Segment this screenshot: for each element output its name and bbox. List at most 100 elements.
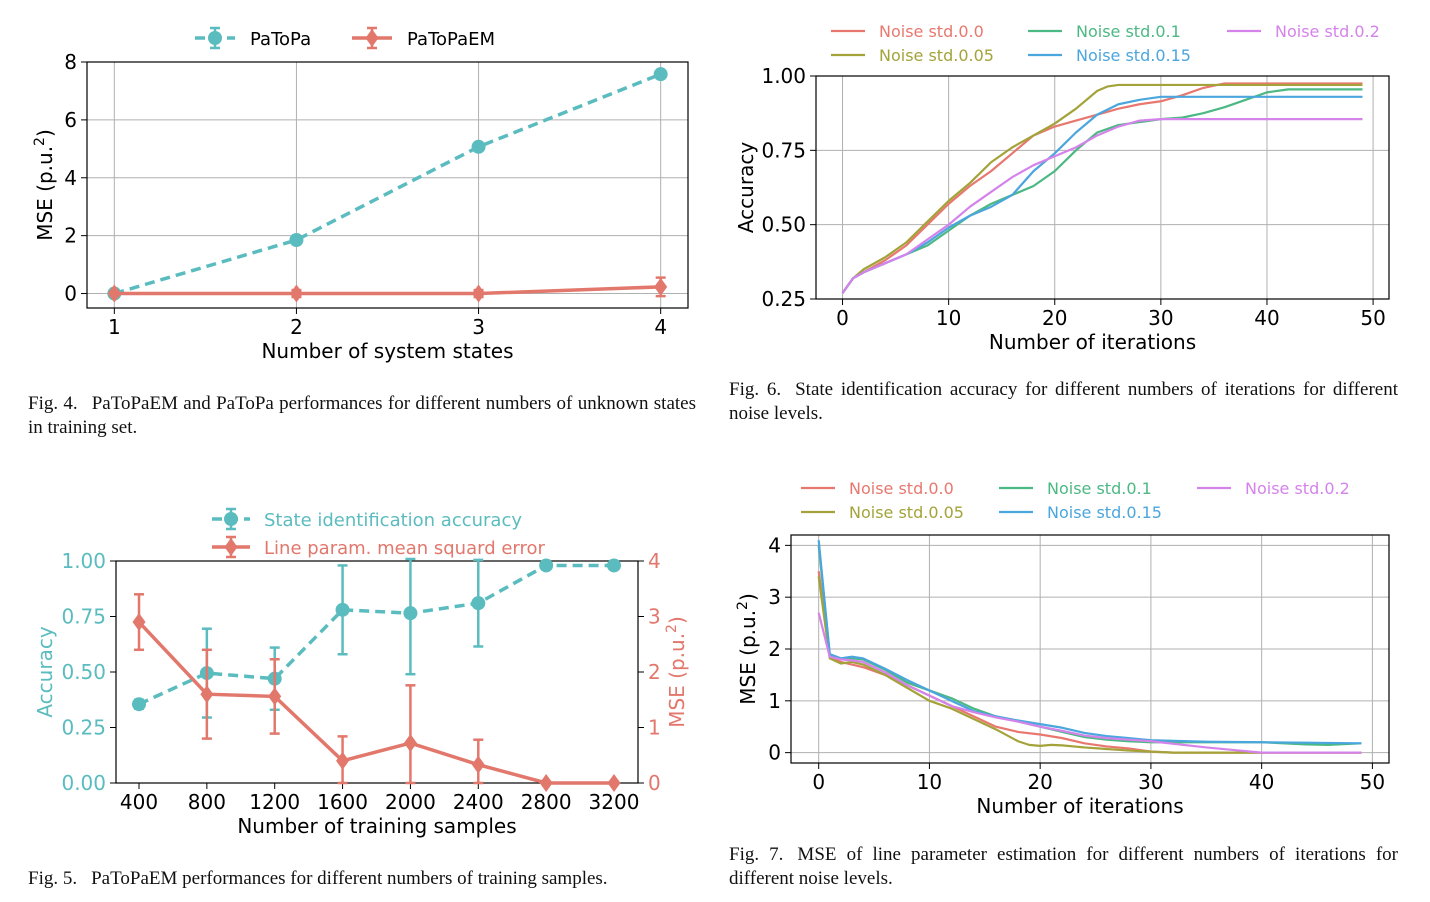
fig4-caption-number: Fig. 4. <box>28 393 78 414</box>
fig5-y-right-tick-label: 0 <box>648 771 661 795</box>
fig6-caption: Fig. 6. State identification accuracy for… <box>729 378 1398 426</box>
fig5-data-point <box>539 774 553 792</box>
fig5-y-right-tick-label: 1 <box>648 716 661 740</box>
fig5-data-point <box>471 755 485 774</box>
fig4-data-point <box>472 284 486 303</box>
fig5-y-tick-label: 0.50 <box>61 660 106 684</box>
fig5-data-point <box>403 606 418 621</box>
fig4-y-tick-label: 8 <box>64 50 77 74</box>
fig5-y-axis-label: Accuracy <box>33 626 57 717</box>
fig7-x-tick-label: 10 <box>917 770 942 794</box>
fig5-series-accuracy <box>132 557 621 719</box>
fig5-x-axis-label: Number of training samples <box>237 814 516 838</box>
fig4-legend-label: PaToPaEM <box>407 29 495 50</box>
fig6-x-tick-label: 10 <box>936 306 961 330</box>
fig6-plot-frame <box>815 75 1390 300</box>
fig7-x-tick-label: 0 <box>812 770 825 794</box>
fig7-y-tick-label: 0 <box>768 741 781 765</box>
fig5-data-point <box>132 697 146 712</box>
fig5-data-point <box>471 596 486 611</box>
fig6-chart: 0 10 20 30 40 50 0.25 0.50 0.75 1.00 Number of ite… <box>734 22 1390 354</box>
fig6-legend-label: Noise std.0.0 <box>879 22 984 41</box>
fig6-series-ns005 <box>841 83 1363 294</box>
fig5-y-tick-label: 0.75 <box>61 605 106 629</box>
fig7-series-ns0 <box>817 571 1362 754</box>
fig5-data-point <box>336 751 350 770</box>
fig5-x-tick-label: 2000 <box>385 790 436 814</box>
fig6-y-axis-label: Accuracy <box>734 142 758 233</box>
fig7-y-tick-label: 4 <box>768 533 781 557</box>
fig7-x-tick-label: 30 <box>1138 770 1163 794</box>
fig6-legend-item: Noise std.0.2 <box>1227 22 1380 41</box>
fig7-legend-item: Noise std.0.05 <box>801 503 964 522</box>
fig6-caption-number: Fig. 6. <box>729 379 782 400</box>
fig6-legend-label: Noise std.0.2 <box>1275 22 1380 41</box>
fig6-x-tick-label: 0 <box>836 306 849 330</box>
fig5-y-right-tick-label: 3 <box>648 605 661 629</box>
fig5-y-tick-label: 0.25 <box>61 716 106 740</box>
fig4-chart: 1 2 3 4 0 2 4 6 8 Number of system states MSE (p.u… <box>32 26 689 363</box>
fig6-legend-item: Noise std.0.05 <box>831 46 994 65</box>
fig4-legend-label: PaToPa <box>250 29 311 50</box>
fig6-legend-item: Noise std.0.15 <box>1028 46 1191 65</box>
fig7-legend-item: Noise std.0.2 <box>1197 479 1350 498</box>
fig7-legend-label: Noise std.0.0 <box>849 479 954 498</box>
fig7-caption: Fig. 7. MSE of line parameter estimation … <box>729 843 1398 891</box>
fig6-x-axis-label: Number of iterations <box>989 330 1196 354</box>
fig6-x-tick-label: 30 <box>1148 306 1173 330</box>
fig7-y-tick-label: 1 <box>768 689 781 713</box>
fig7-series-ns02 <box>817 612 1362 754</box>
fig5-data-point <box>403 734 417 753</box>
fig5-data-point <box>268 687 282 706</box>
fig6-legend-label: Noise std.0.1 <box>1076 22 1181 41</box>
fig7-y-axis-label: MSE (p.u.2) <box>735 593 760 705</box>
fig5-data-point <box>335 602 350 617</box>
fig5-caption-text: PaToPaEM performances for different numb… <box>91 868 608 889</box>
fig4-data-point <box>107 284 121 303</box>
fig4-plot-frame <box>86 61 689 309</box>
fig5-data-point <box>607 774 621 792</box>
fig4-series-patopa <box>107 67 668 301</box>
fig7-x-tick-label: 40 <box>1249 770 1274 794</box>
fig5-data-point <box>200 685 214 704</box>
fig4-y-tick-label: 6 <box>64 108 77 132</box>
fig6-y-tick-label: 1.00 <box>761 64 806 88</box>
fig7-x-tick-label: 20 <box>1027 770 1052 794</box>
fig7-caption-number: Fig. 7. <box>729 844 784 865</box>
fig6-series-ns0 <box>841 82 1363 294</box>
fig4-data-point <box>289 232 304 247</box>
fig7-plot-frame <box>790 534 1390 764</box>
fig5-legend-marker <box>224 538 238 556</box>
fig5-x-tick-label: 800 <box>188 790 226 814</box>
fig5-y-right-axis-label: MSE (p.u.2) <box>664 616 689 728</box>
fig4-series-line <box>113 72 662 296</box>
fig6-series-ns015 <box>841 95 1363 294</box>
fig5-plot-frame <box>115 560 639 784</box>
fig6-legend-label: Noise std.0.05 <box>879 46 994 65</box>
fig7-legend-item: Noise std.0.0 <box>801 479 954 498</box>
fig4-x-axis-label: Number of system states <box>261 339 513 363</box>
fig4-data-point <box>653 67 668 82</box>
fig5-x-tick-label: 1200 <box>249 790 300 814</box>
fig7-caption-text: MSE of line parameter estimation for dif… <box>729 844 1398 889</box>
fig7-legend-item: Noise std.0.1 <box>999 479 1152 498</box>
fig4-legend-marker <box>365 29 379 47</box>
fig5-legend-item: Line param. mean squard error <box>212 535 546 559</box>
fig5-y-right-tick-label: 2 <box>648 660 661 684</box>
fig5-chart: 400 800 1200 1600 2000 2400 2800 3200 0.00 0.25 0.… <box>33 507 689 838</box>
fig5-x-tick-label: 2400 <box>453 790 504 814</box>
fig5-y-right-tick-label: 4 <box>648 549 661 573</box>
fig6-y-tick-label: 0.25 <box>761 287 806 311</box>
fig4-y-tick-label: 2 <box>64 224 77 248</box>
fig4-legend-item: PaToPa <box>195 26 311 50</box>
fig4-legend-item: PaToPaEM <box>352 26 495 50</box>
fig6-caption-text: State identification accuracy for differ… <box>729 379 1398 424</box>
fig5-y-tick-label: 0.00 <box>61 771 106 795</box>
fig4-series-line <box>114 285 661 296</box>
fig7-legend-label: Noise std.0.05 <box>849 503 964 522</box>
fig5-x-tick-label: 1600 <box>317 790 368 814</box>
fig7-chart: 0 10 20 30 40 50 0 1 2 3 4 Number of iterations MSE … <box>735 479 1390 818</box>
fig5-series-line <box>137 620 614 785</box>
fig5-x-tick-label: 2800 <box>521 790 572 814</box>
fig4-caption: Fig. 4. PaToPaEM and PaToPa performances … <box>28 392 696 440</box>
